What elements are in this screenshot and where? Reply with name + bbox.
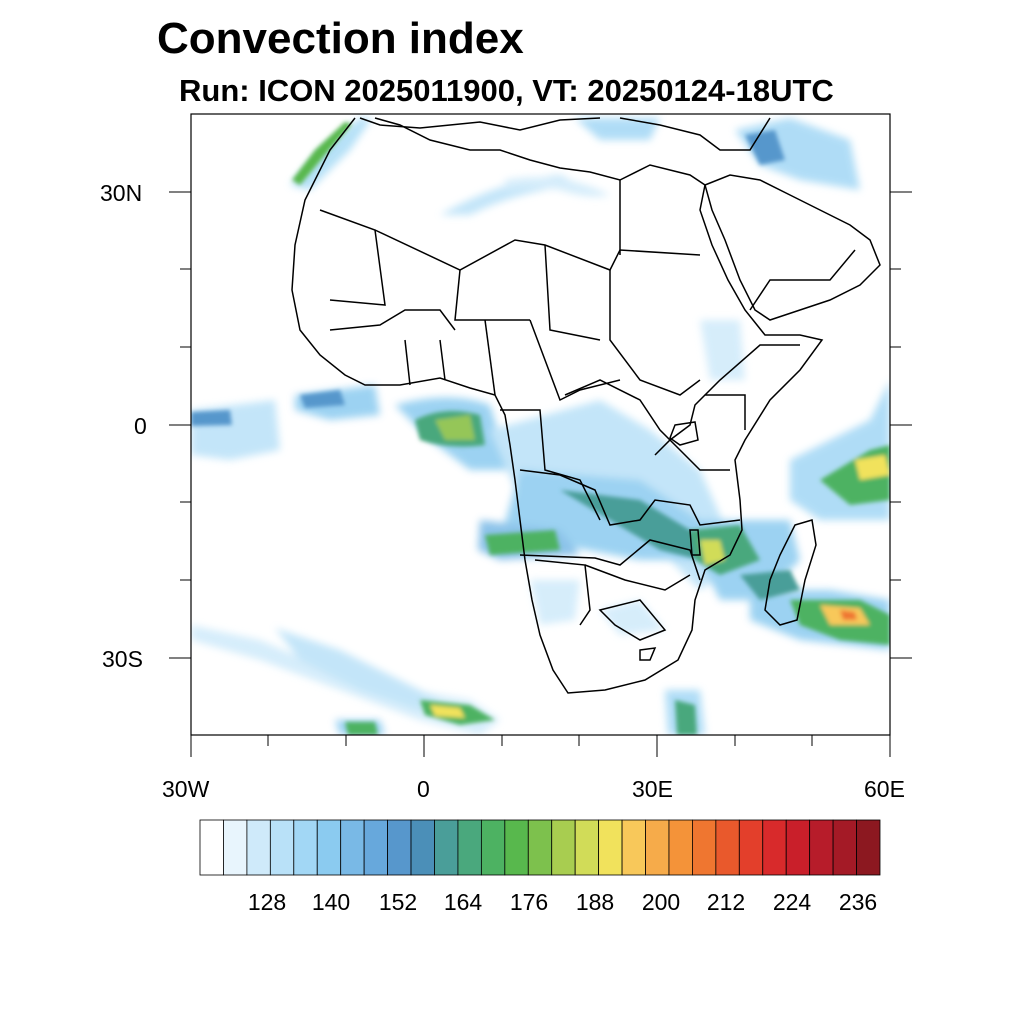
- colorbar-label: 200: [641, 889, 681, 915]
- colorbar-swatch: [598, 819, 623, 876]
- colorbar-label: 212: [706, 889, 746, 915]
- colorbar-swatch: [269, 819, 295, 876]
- colorbar-label: 236: [838, 889, 878, 915]
- colorbar-label: 128: [247, 889, 287, 915]
- colorbar-label: 176: [509, 889, 549, 915]
- colorbar-swatch: [434, 819, 459, 876]
- colorbar-swatch: [762, 819, 787, 876]
- colorbar-swatch: [785, 819, 811, 876]
- colorbar-label: 224: [772, 889, 812, 915]
- colorbar-label: 152: [378, 889, 418, 915]
- coastlines-borders: [291, 117, 881, 694]
- chart-title: Convection index: [157, 14, 524, 63]
- convection-mid-values: [191, 122, 890, 735]
- colorbar-swatch: [527, 819, 553, 876]
- lon-label-60e: 60E: [864, 776, 905, 802]
- colorbar-label: 188: [575, 889, 615, 915]
- chart-subtitle: Run: ICON 2025011900, VT: 20250124-18UTC: [179, 73, 834, 108]
- colorbar-swatch: [199, 819, 224, 876]
- colorbar-swatch: [668, 819, 693, 876]
- lon-label-30e: 30E: [632, 776, 673, 802]
- colorbar-swatch: [293, 819, 318, 876]
- colorbar-swatch: [551, 819, 576, 876]
- lat-label-30n: 30N: [100, 180, 143, 206]
- lon-label-30w: 30W: [162, 776, 210, 802]
- colorbar-swatch: [340, 819, 365, 876]
- colorbar-label: 164: [443, 889, 483, 915]
- colorbar-swatch: [621, 819, 646, 876]
- lat-label-0: 0: [134, 413, 147, 439]
- colorbar-swatch: [856, 819, 881, 876]
- colorbar-swatch: [316, 819, 342, 876]
- colorbar-swatch: [574, 819, 600, 876]
- axis-ticks: [169, 191, 912, 757]
- colorbar-label: 140: [311, 889, 351, 915]
- colorbar-swatch: [387, 819, 412, 876]
- colorbar-swatch: [363, 819, 388, 876]
- colorbar-swatch: [457, 819, 482, 876]
- lon-label-0: 0: [417, 776, 430, 802]
- colorbar-swatch: [410, 819, 435, 876]
- colorbar-swatch: [692, 819, 717, 876]
- colorbar-swatch: [480, 819, 506, 876]
- colorbar-swatch: [832, 819, 857, 876]
- colorbar: [199, 819, 881, 876]
- colorbar-swatch: [645, 819, 670, 876]
- convection-low-values: [191, 118, 890, 735]
- colorbar-swatch: [223, 819, 248, 876]
- colorbar-swatch: [738, 819, 764, 876]
- convection-field: [191, 118, 890, 735]
- colorbar-swatch: [504, 819, 529, 876]
- lat-label-30s: 30S: [102, 646, 143, 672]
- colorbar-swatch: [715, 819, 740, 876]
- colorbar-swatch: [246, 819, 271, 876]
- colorbar-swatch: [809, 819, 834, 876]
